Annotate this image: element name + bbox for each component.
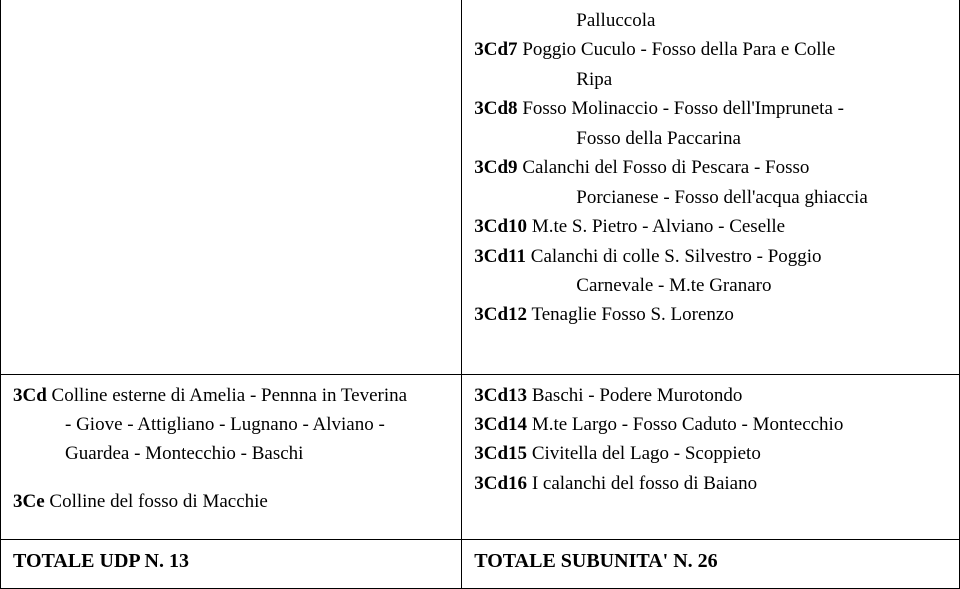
code-3cd10: 3Cd10 <box>474 216 527 237</box>
code-3cd: 3Cd <box>13 385 47 406</box>
cell-total-left: TOTALE UDP N. 13 <box>1 540 462 589</box>
code-3cd13: 3Cd13 <box>474 385 527 406</box>
line-3cd15: 3Cd15 Civitella del Lago - Scoppieto <box>474 439 947 468</box>
code-3cd14: 3Cd14 <box>474 414 527 435</box>
code-3cd11: 3Cd11 <box>474 246 526 267</box>
line-3cd8: 3Cd8 Fosso Molinaccio - Fosso dell'Impru… <box>474 94 947 123</box>
cell-top-right: Palluccola 3Cd7 Poggio Cuculo - Fosso de… <box>462 0 960 374</box>
total-right: TOTALE SUBUNITA' N. 26 <box>474 550 717 572</box>
code-3cd8: 3Cd8 <box>474 98 517 119</box>
line-3cd9: 3Cd9 Calanchi del Fosso di Pescara - Fos… <box>474 153 947 182</box>
code-3cd7: 3Cd7 <box>474 39 517 60</box>
cell-top-left <box>1 0 462 374</box>
code-3cd15: 3Cd15 <box>474 443 527 464</box>
spacer <box>13 469 449 487</box>
code-3cd16: 3Cd16 <box>474 473 527 494</box>
document-table: Palluccola 3Cd7 Poggio Cuculo - Fosso de… <box>0 0 960 589</box>
cell-mid-left: 3Cd Colline esterne di Amelia - Pennna i… <box>1 374 462 539</box>
cell-total-right: TOTALE SUBUNITA' N. 26 <box>462 540 960 589</box>
line-3cd12: 3Cd12 Tenaglie Fosso S. Lorenzo <box>474 300 947 329</box>
line-palluccola: Palluccola <box>474 6 947 35</box>
code-3cd12: 3Cd12 <box>474 304 527 325</box>
total-left: TOTALE UDP N. 13 <box>13 550 189 572</box>
line-3cd7-cont: Ripa <box>474 65 947 94</box>
line-3cd14: 3Cd14 M.te Largo - Fosso Caduto - Montec… <box>474 410 947 439</box>
line-3cd7: 3Cd7 Poggio Cuculo - Fosso della Para e … <box>474 35 947 64</box>
line-3cd10: 3Cd10 M.te S. Pietro - Alviano - Ceselle <box>474 212 947 241</box>
line-3cd-cont2: Guardea - Montecchio - Baschi <box>13 439 449 468</box>
line-3cd16: 3Cd16 I calanchi del fosso di Baiano <box>474 469 947 498</box>
line-3cd9-cont: Porcianese - Fosso dell'acqua ghiaccia <box>474 183 947 212</box>
line-3cd: 3Cd Colline esterne di Amelia - Pennna i… <box>13 381 449 410</box>
line-3ce: 3Ce Colline del fosso di Macchie <box>13 487 449 516</box>
line-3cd13: 3Cd13 Baschi - Podere Murotondo <box>474 381 947 410</box>
code-3cd9: 3Cd9 <box>474 157 517 178</box>
line-3cd11-cont: Carnevale - M.te Granaro <box>474 271 947 300</box>
line-3cd11: 3Cd11 Calanchi di colle S. Silvestro - P… <box>474 242 947 271</box>
code-3ce: 3Ce <box>13 491 45 512</box>
cell-mid-right: 3Cd13 Baschi - Podere Murotondo 3Cd14 M.… <box>462 374 960 539</box>
line-3cd-cont1: - Giove - Attigliano - Lugnano - Alviano… <box>13 410 449 439</box>
line-3cd8-cont: Fosso della Paccarina <box>474 124 947 153</box>
